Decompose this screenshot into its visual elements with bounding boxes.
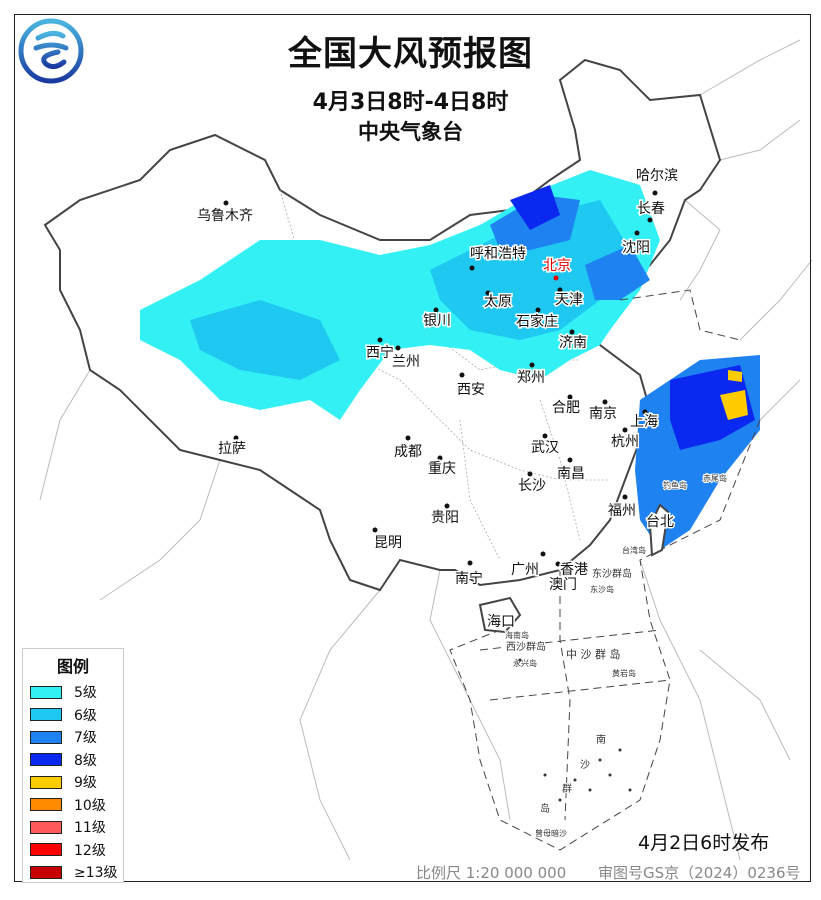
legend-label: ≥13级: [74, 865, 118, 882]
legend-label: 5级: [74, 685, 97, 702]
legend-item: 8级: [23, 749, 123, 772]
legend-item: 11级: [23, 816, 123, 839]
legend-swatch: [30, 708, 62, 722]
city-taipei: 台北: [646, 514, 674, 530]
city-guangzhou: 广州: [511, 562, 539, 578]
label-chiwei: 赤尾岛: [703, 473, 727, 483]
legend-swatch: [30, 775, 62, 789]
city-beijing: 北京: [543, 258, 571, 274]
label-nansha-3: 群: [562, 782, 572, 795]
city-macau: 澳门: [549, 577, 577, 593]
label-diaoyu: 钓鱼岛: [663, 480, 687, 490]
city-harbin: 哈尔滨: [636, 168, 678, 184]
city-wuhan: 武汉: [531, 440, 559, 456]
legend-item: 7级: [23, 726, 123, 749]
city-jinan: 济南: [559, 335, 587, 351]
legend-title: 图例: [56, 657, 89, 676]
map-approval-number: 审图号GS京（2024）0236号: [598, 864, 801, 882]
neighbor-borders: [39, 39, 813, 861]
south-sea-islets: [518, 658, 632, 802]
legend-item: 12级: [23, 839, 123, 862]
city-zhengzhou: 郑州: [517, 370, 545, 386]
legend-swatch: [30, 820, 62, 834]
legend-item: 6级: [23, 704, 123, 727]
legend-swatch: [30, 843, 62, 857]
label-nansha-1: 南: [596, 733, 606, 746]
city-hangzhou: 杭州: [611, 434, 639, 450]
wind-area-7: [490, 195, 760, 550]
label-taiwan: 台湾岛: [622, 545, 646, 555]
legend-label: 11级: [74, 820, 106, 837]
hainan-island: [478, 596, 522, 634]
city-guiyang: 贵阳: [431, 510, 459, 526]
map-scale: 比例尺 1:20 000 000: [416, 864, 567, 882]
issue-time: 4月2日6时发布: [638, 832, 770, 854]
city-hefei: 合肥: [552, 400, 580, 416]
legend-item: 5级: [23, 681, 123, 704]
label-zengmu: 曾母暗沙: [535, 828, 567, 838]
wind-areas: [140, 170, 760, 550]
city-urumqi: 乌鲁木齐: [197, 208, 253, 224]
legend-label: 9级: [74, 775, 97, 792]
legend-swatch: [30, 753, 62, 767]
wind-area-8: [510, 185, 755, 450]
cma-logo: [18, 18, 84, 84]
label-zhongsha: 中 沙 群 岛: [566, 647, 621, 661]
city-yinchuan: 银川: [423, 313, 451, 329]
city-fuzhou: 福州: [608, 503, 636, 519]
city-changchun: 长春: [637, 201, 665, 217]
city-nanjing: 南京: [589, 406, 617, 422]
map-frame: [14, 14, 811, 882]
city-xian: 西安: [457, 382, 485, 398]
forecast-period: 4月3日8时-4日8时: [312, 90, 509, 115]
agency-name: 中央气象台: [358, 120, 463, 144]
maritime-boundary: [449, 289, 761, 851]
city-lhasa: 拉萨: [218, 441, 246, 457]
legend-swatch: [30, 685, 62, 699]
legend-label: 12级: [74, 842, 106, 859]
label-dongsha-islands: 东沙群岛: [592, 567, 632, 580]
legend-label: 8级: [74, 752, 97, 769]
city-labels: 乌鲁木齐 哈尔滨 长春 沈阳 北京 呼和浩特 天津 太原 石家庄 银川 济南 西…: [196, 167, 680, 632]
city-kunming: 昆明: [374, 535, 402, 551]
legend-swatch: [30, 798, 62, 812]
label-nansha-2: 沙: [580, 759, 590, 771]
city-taiyuan: 太原: [484, 294, 512, 310]
legend-item: 10级: [23, 794, 123, 817]
legend-label: 7级: [74, 730, 97, 747]
legend-swatch: [30, 865, 62, 879]
city-chengdu: 成都: [394, 444, 422, 460]
legend-item: ≥13级: [23, 861, 123, 884]
legend-label: 10级: [74, 797, 106, 814]
city-shijiazhuang: 石家庄: [516, 313, 558, 330]
city-hohhot: 呼和浩特: [470, 246, 526, 262]
legend-swatch: [30, 730, 62, 744]
legend: 图例 5级 6级 7级 8级 9级 10级 11级 12级 ≥13级: [22, 648, 124, 883]
city-shanghai: 上海: [630, 414, 658, 430]
legend-item: 9级: [23, 771, 123, 794]
city-haikou: 海口: [487, 614, 515, 630]
city-nanning: 南宁: [455, 570, 483, 587]
legend-label: 6级: [74, 707, 97, 724]
map-title: 全国大风预报图: [288, 34, 533, 74]
label-dongsha: 东沙岛: [590, 584, 614, 594]
city-tianjin: 天津: [555, 292, 583, 308]
city-hongkong: 香港: [560, 562, 588, 578]
city-nanchang: 南昌: [557, 466, 585, 482]
island-labels: 东沙群岛 东沙岛 海南岛 西沙群岛 永兴岛 中 沙 群 岛 黄岩岛 台湾岛 钓鱼…: [504, 472, 728, 839]
city-lanzhou: 兰州: [392, 354, 420, 370]
city-dots: [223, 190, 663, 610]
city-changsha: 长沙: [518, 478, 546, 494]
city-chongqing: 重庆: [428, 461, 456, 477]
wind-area-9: [720, 370, 748, 420]
city-xining: 西宁: [366, 344, 394, 361]
taiwan-island: [648, 503, 670, 557]
label-huangyan: 黄岩岛: [612, 668, 636, 678]
label-nansha-4: 岛: [540, 802, 550, 815]
city-shenyang: 沈阳: [622, 240, 650, 256]
label-xisha: 西沙群岛: [506, 640, 546, 653]
label-hainan: 海南岛: [505, 630, 529, 640]
